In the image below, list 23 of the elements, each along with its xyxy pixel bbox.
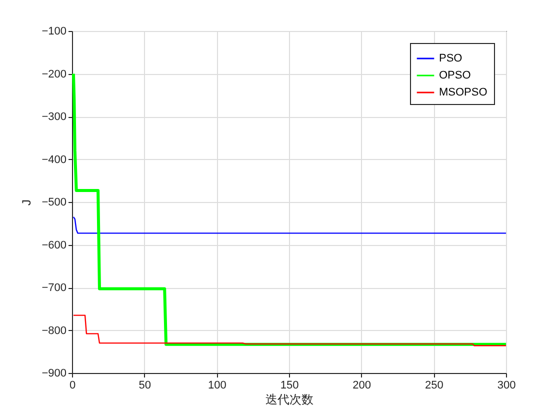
x-tick-label: 100 — [208, 380, 226, 392]
x-tick-label: 300 — [497, 380, 516, 392]
legend-label: OPSO — [439, 70, 472, 82]
y-tick-label: −100 — [42, 26, 66, 38]
x-tick-label: 50 — [138, 380, 151, 392]
x-tick-label: 200 — [352, 380, 372, 392]
y-tick-label: −300 — [42, 111, 66, 123]
y-tick-label: −400 — [42, 154, 66, 166]
y-tick-label: −800 — [42, 324, 66, 337]
x-tick-label: 0 — [69, 380, 76, 392]
x-tick-label: 150 — [280, 380, 299, 392]
y-tick-label: −600 — [42, 239, 66, 252]
line-series — [72, 216, 506, 234]
y-axis-title: J — [20, 200, 34, 206]
y-tick-label: −200 — [42, 68, 66, 80]
legend-label: MSOPSO — [439, 86, 488, 98]
y-tick-label: −500 — [42, 196, 66, 208]
y-tick-label: −700 — [42, 282, 66, 294]
line-series — [72, 314, 506, 346]
x-tick-label: 250 — [424, 380, 444, 392]
legend-label: PSO — [439, 52, 463, 64]
y-tick-label: −900 — [42, 368, 66, 380]
x-axis-title: 迭代次数 — [266, 392, 314, 406]
